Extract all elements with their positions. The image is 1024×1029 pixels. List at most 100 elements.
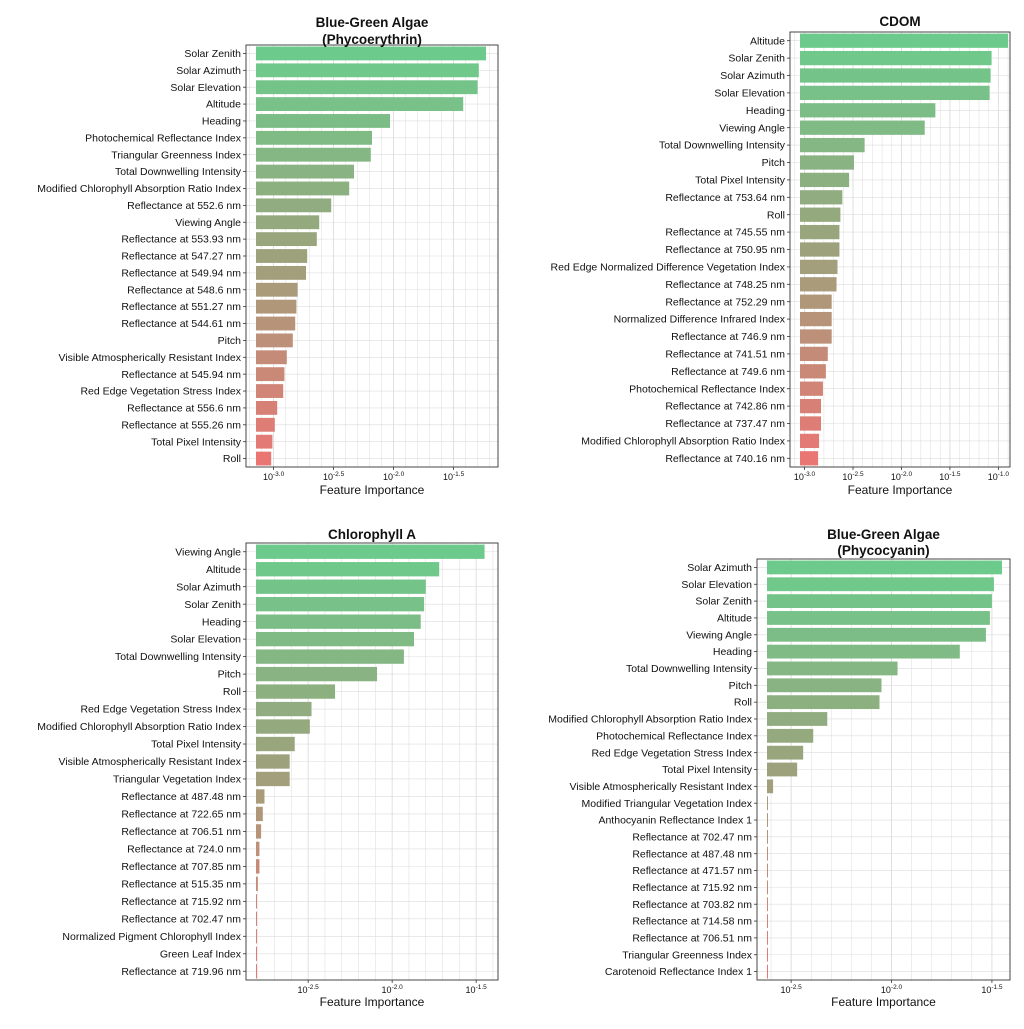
y-tick-label: Solar Azimuth	[176, 65, 241, 77]
bar	[767, 695, 880, 710]
y-tick-label: Altitude	[206, 564, 241, 576]
y-tick-label: Visible Atmospherically Resistant Index	[59, 352, 242, 364]
y-tick-label: Reflectance at 748.25 nm	[665, 279, 785, 291]
bar	[256, 232, 317, 247]
y-tick-label: Reflectance at 742.86 nm	[665, 401, 785, 413]
y-tick-label: Reflectance at 549.94 nm	[121, 267, 241, 279]
bar	[256, 350, 287, 365]
y-tick-label: Visible Atmospherically Resistant Index	[570, 781, 753, 793]
x-axis-label: Feature Importance	[320, 995, 425, 1009]
bar	[767, 594, 992, 609]
bar	[256, 876, 258, 892]
bar	[256, 400, 278, 415]
y-tick-label: Total Downwelling Intensity	[626, 663, 753, 675]
bar	[256, 114, 390, 128]
x-tick-label: 10-1.0	[988, 471, 1010, 482]
bar	[767, 829, 768, 844]
y-tick-label: Pitch	[218, 669, 242, 681]
bar	[256, 841, 260, 857]
y-tick-label: Reflectance at 752.29 nm	[665, 296, 785, 308]
bar	[256, 215, 320, 230]
bar	[767, 577, 994, 592]
y-tick-label: Reflectance at 707.85 nm	[121, 861, 241, 873]
bar	[256, 929, 257, 944]
y-tick-label: Solar Zenith	[184, 48, 241, 60]
y-tick-label: Solar Azimuth	[687, 562, 752, 574]
chart-title: Blue-Green Algae (Phycoerythrin)	[316, 15, 429, 47]
y-tick-label: Reflectance at 753.64 nm	[665, 192, 785, 204]
bar	[800, 68, 991, 83]
y-tick-label: Reflectance at 702.47 nm	[121, 913, 241, 925]
bar	[256, 562, 440, 577]
x-tick-label: 10-2.0	[382, 984, 404, 995]
y-tick-label: Reflectance at 556.6 nm	[127, 403, 241, 415]
bar	[800, 259, 838, 275]
y-tick-label: Visible Atmospherically Resistant Index	[59, 756, 242, 768]
bar	[800, 33, 1009, 48]
chart-panel-4: Solar Azimuth Solar Elevation Solar Zenith…	[548, 527, 1011, 1009]
chart-title: Blue-Green Algae (Phycocyanin)	[827, 527, 940, 558]
y-tick-label: Modified Chlorophyll Absorption Ratio In…	[37, 183, 241, 195]
chart-title: Chlorophyll A	[328, 527, 416, 542]
bar	[800, 50, 992, 66]
y-tick-label: Reflectance at 724.0 nm	[127, 844, 241, 856]
y-tick-label: Modified Triangular Vegetation Index	[582, 798, 753, 810]
y-tick-label: Reflectance at 703.82 nm	[632, 899, 752, 911]
x-tick-label: 10-3.0	[263, 471, 285, 482]
bar	[767, 611, 990, 625]
bar	[800, 224, 840, 240]
bar	[767, 712, 828, 726]
bar	[767, 661, 898, 676]
y-tick-label: Modified Chlorophyll Absorption Ratio In…	[581, 436, 785, 448]
x-tick-label: 10-1.5	[981, 984, 1003, 995]
y-tick-label: Reflectance at 555.26 nm	[121, 419, 241, 431]
bar	[800, 85, 990, 101]
bar	[800, 416, 822, 431]
y-tick-label: Solar Zenith	[184, 599, 241, 611]
x-tick-label: 10-2.0	[383, 471, 405, 482]
bar	[256, 544, 485, 559]
bar	[256, 417, 275, 432]
y-tick-label: Altitude	[750, 35, 785, 47]
x-tick-label: 10-3.0	[794, 471, 816, 482]
y-tick-label: Reflectance at 545.94 nm	[121, 369, 241, 381]
y-tick-label: Heading	[746, 105, 785, 117]
bar	[256, 147, 371, 162]
bar	[256, 46, 486, 61]
bar	[256, 736, 295, 752]
bar	[767, 762, 798, 777]
x-tick-label: 10-2.5	[323, 471, 345, 482]
x-tick-label: 10-2.5	[842, 471, 864, 482]
y-tick-label: Roll	[767, 209, 785, 221]
bar	[256, 164, 354, 179]
bar	[767, 779, 774, 794]
bar	[767, 930, 768, 945]
y-tick-label: Total Pixel Intensity	[151, 739, 242, 751]
bar	[256, 265, 306, 280]
bar	[256, 894, 257, 909]
y-tick-label: Solar Zenith	[695, 596, 752, 608]
y-tick-label: Total Pixel Intensity	[151, 436, 242, 448]
bar	[256, 754, 290, 769]
y-tick-label: Photochemical Reflectance Index	[629, 383, 786, 395]
y-tick-label: Solar Zenith	[728, 53, 785, 65]
bar	[767, 678, 882, 693]
x-tick-label: 10-2.0	[891, 471, 913, 482]
bar	[256, 299, 297, 314]
bar	[256, 597, 425, 612]
y-tick-label: Reflectance at 737.47 nm	[665, 418, 785, 430]
y-tick-label: Triangular Greenness Index	[111, 149, 242, 161]
bar	[256, 631, 414, 647]
y-tick-label: Viewing Angle	[719, 122, 785, 134]
bar	[767, 627, 986, 642]
chart-title: CDOM	[879, 14, 920, 29]
bar	[256, 63, 479, 78]
y-tick-label: Viewing Angle	[175, 217, 241, 229]
bar	[767, 897, 768, 912]
bar	[256, 614, 421, 629]
bar	[256, 824, 262, 839]
bar	[256, 579, 426, 594]
bar	[256, 181, 350, 196]
bar	[800, 364, 826, 379]
